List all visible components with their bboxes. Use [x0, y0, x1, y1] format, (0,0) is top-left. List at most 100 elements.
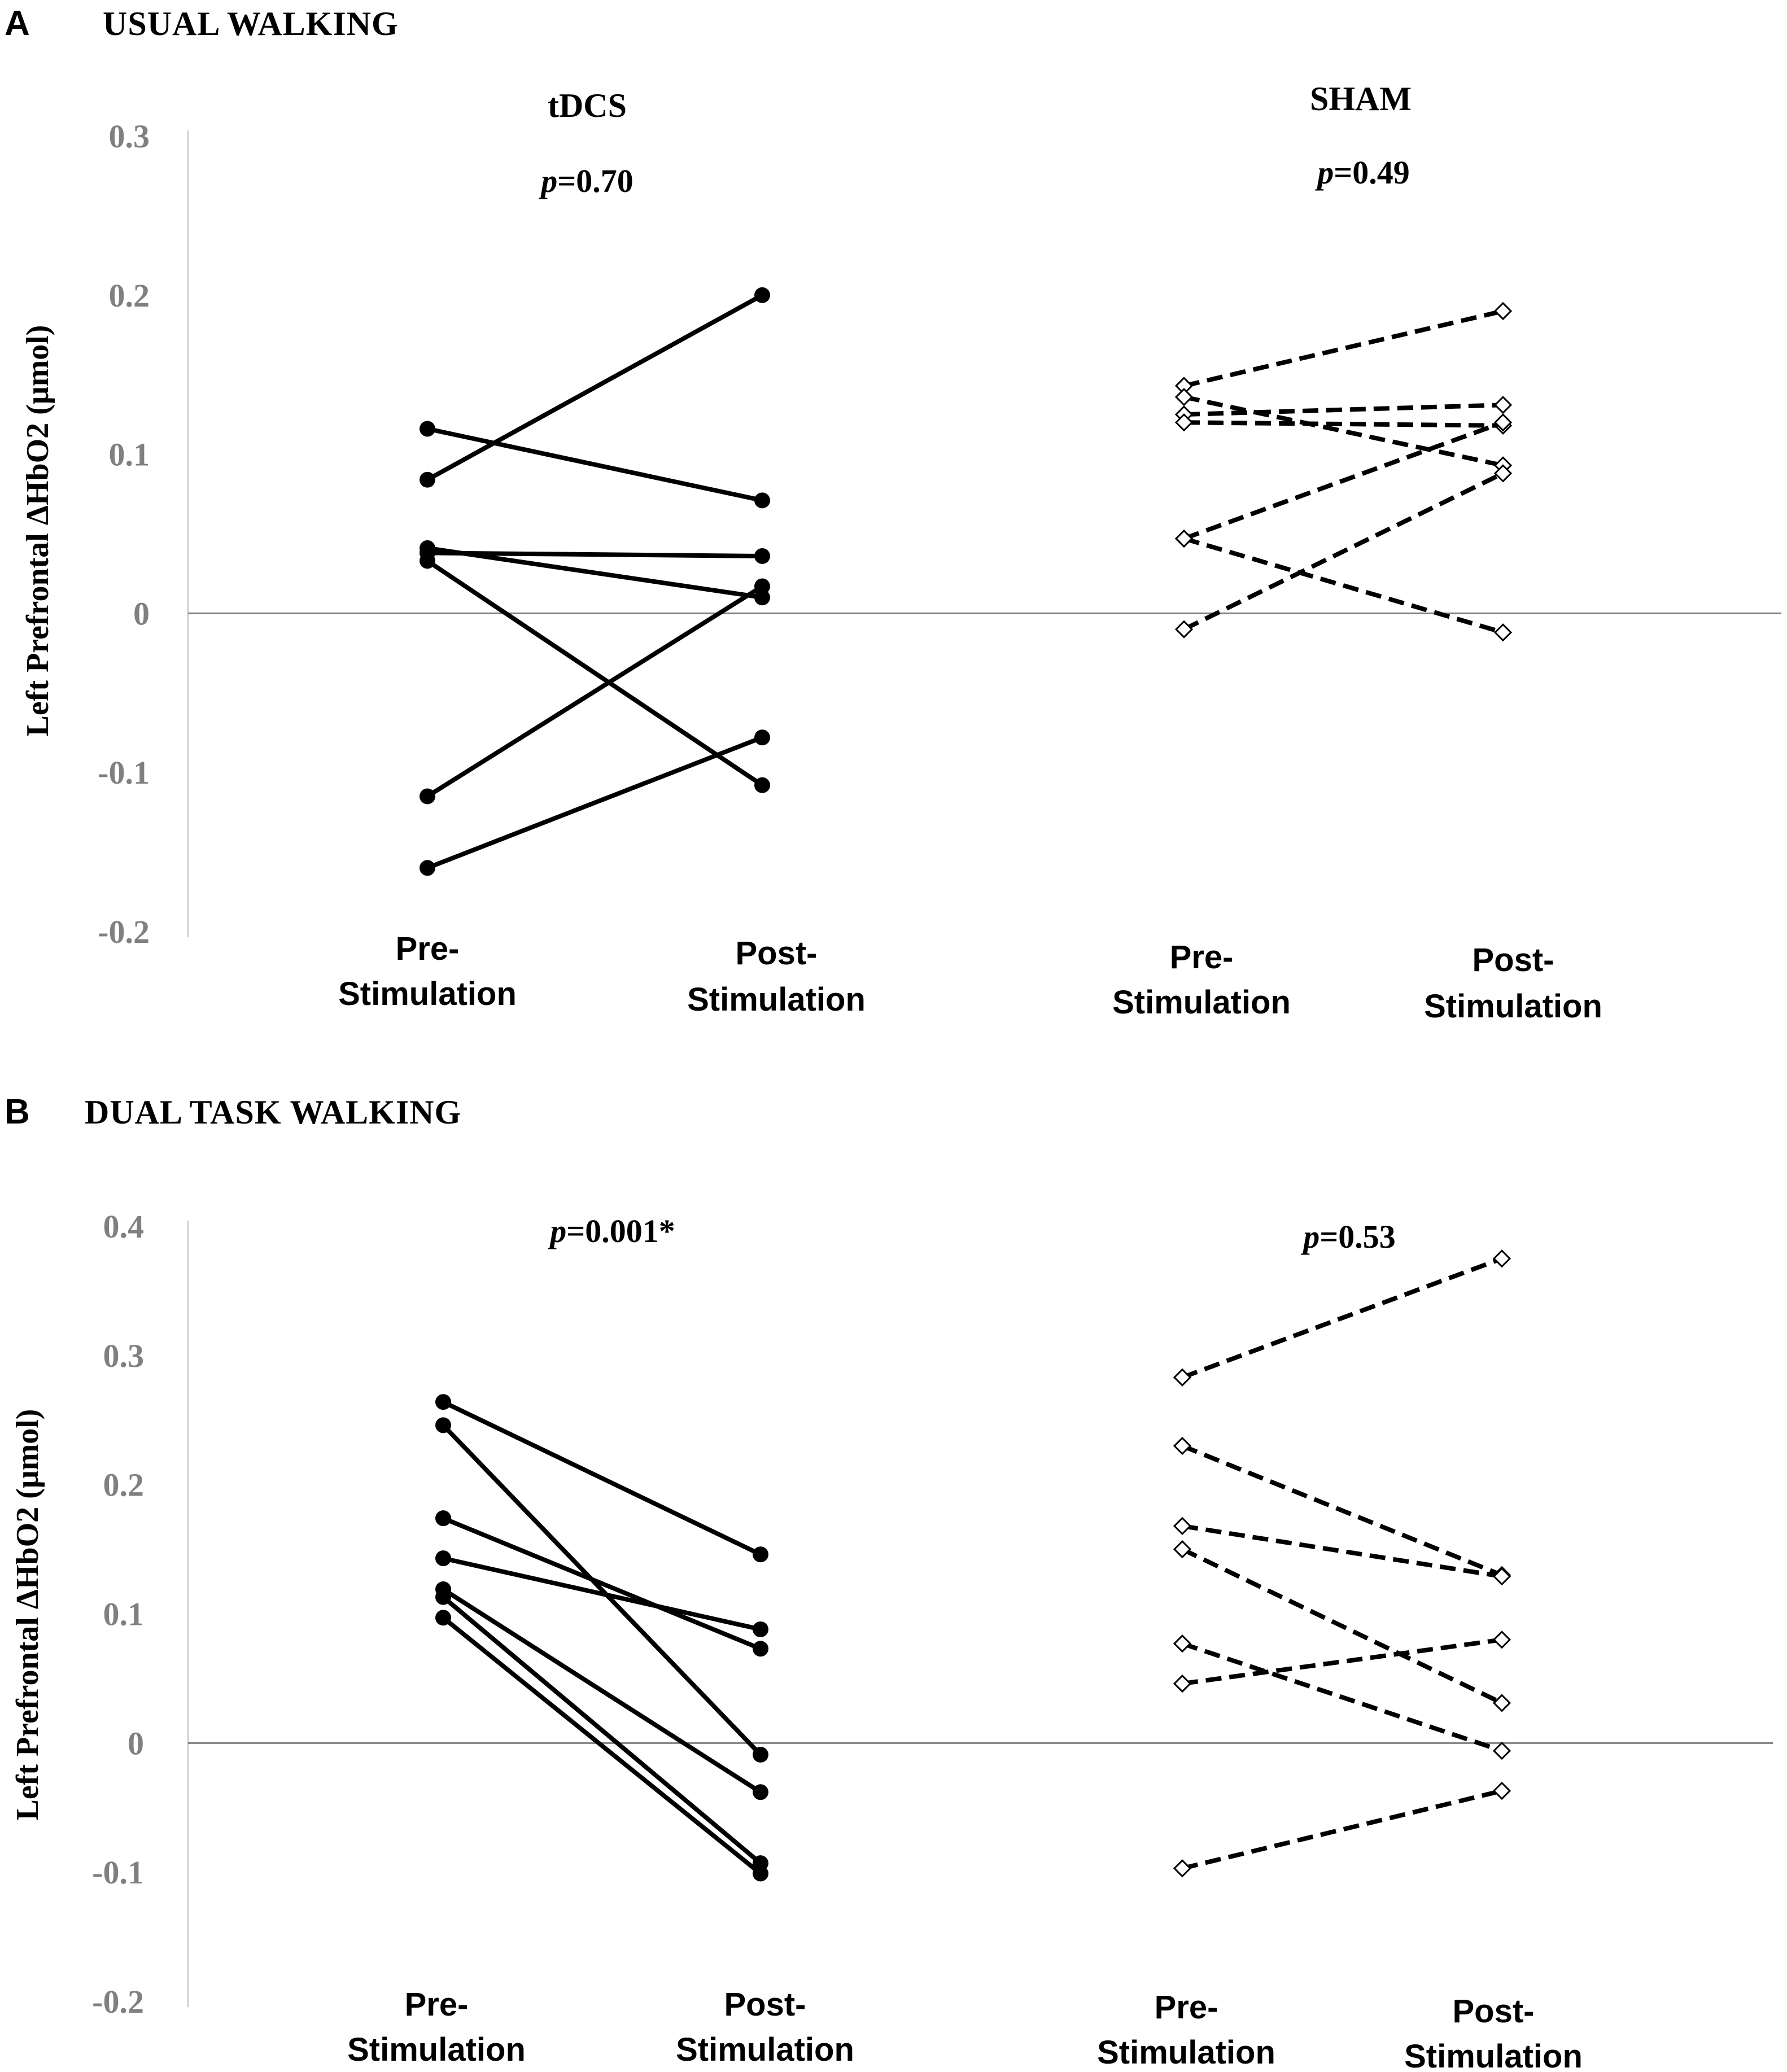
- series-line: [1183, 403, 1504, 417]
- data-point: [1492, 1567, 1511, 1586]
- series-line: [427, 550, 763, 558]
- data-point: [1173, 1540, 1192, 1559]
- x-category-line: Post-: [1453, 1993, 1535, 2030]
- p-value-number: =0.53: [1320, 1218, 1396, 1255]
- y-tick-label: 0.1: [103, 1596, 145, 1633]
- group-name: tDCS: [548, 87, 627, 124]
- y-tick-label: -0.2: [92, 1983, 144, 2020]
- data-point: [754, 548, 770, 564]
- x-category-line: Stimulation: [1097, 2034, 1275, 2071]
- y-tick-label: 0: [128, 1725, 144, 1761]
- series-line: [1181, 1641, 1503, 1753]
- data-point: [753, 1865, 768, 1882]
- data-point: [435, 1394, 451, 1410]
- data-point: [753, 1641, 768, 1657]
- x-category-line: Stimulation: [687, 981, 866, 1018]
- sham-group: p=0.53 Pre- Stimulation Post- Stimulation: [1097, 1218, 1583, 2072]
- data-point: [753, 1546, 768, 1563]
- p-value: p=0.001*: [547, 1213, 675, 1249]
- x-category-label: Post- Stimulation: [676, 1986, 854, 2068]
- data-point: [1492, 1694, 1511, 1712]
- series-line: [1181, 1256, 1503, 1380]
- x-category-label: Pre- Stimulation: [1097, 1989, 1275, 2071]
- y-tick-label: 0.3: [103, 1337, 145, 1374]
- group-name: SHAM: [1310, 80, 1412, 117]
- x-category-line: Post-: [736, 935, 818, 972]
- p-value-symbol: p: [1314, 154, 1334, 191]
- data-point: [754, 492, 770, 509]
- data-point: [1174, 388, 1194, 406]
- data-point: [1173, 1634, 1192, 1653]
- data-point: [753, 1746, 768, 1763]
- x-category-line: Post-: [1473, 942, 1554, 978]
- series-line: [442, 1595, 762, 1865]
- data-point: [753, 1621, 768, 1637]
- data-point: [420, 788, 435, 805]
- data-point: [1174, 620, 1194, 639]
- data-point: [1173, 1368, 1192, 1387]
- series-line: [443, 1556, 761, 1632]
- series-line: [426, 584, 764, 798]
- data-point: [1492, 1781, 1511, 1800]
- p-value-symbol: p: [547, 1213, 566, 1249]
- panel-title: USUAL WALKING: [103, 5, 399, 42]
- series-line: [426, 735, 763, 871]
- x-category-label: Post- Stimulation: [1404, 1993, 1583, 2072]
- x-category-line: Pre-: [1155, 1989, 1218, 2026]
- x-category-line: Pre-: [396, 930, 460, 967]
- data-point: [754, 729, 770, 746]
- data-point: [1493, 464, 1513, 483]
- series-line: [1183, 420, 1504, 428]
- x-category-label: Pre- Stimulation: [338, 930, 517, 1012]
- data-point: [1173, 1674, 1192, 1693]
- data-point: [420, 421, 435, 437]
- data-point: [1493, 413, 1513, 432]
- data-point: [1492, 1249, 1511, 1268]
- y-tick-label: 0.2: [103, 1467, 145, 1503]
- p-value: p=0.49: [1314, 154, 1410, 191]
- x-category-line: Stimulation: [1112, 984, 1291, 1021]
- data-point: [1493, 396, 1513, 414]
- p-value-number: =0.70: [557, 163, 633, 199]
- sham-group: SHAM p=0.49 Pre- Stimulation Post- Stimulatio…: [1112, 80, 1602, 1025]
- x-category-line: Post-: [724, 1986, 806, 2023]
- data-point: [420, 553, 435, 569]
- y-tick-label: 0.4: [103, 1208, 145, 1245]
- data-point: [1173, 1516, 1192, 1536]
- data-point: [1173, 1436, 1192, 1455]
- y-tick-label: 0.3: [109, 118, 150, 155]
- x-category-label: Post- Stimulation: [1424, 942, 1602, 1025]
- series-line: [442, 1423, 762, 1756]
- x-category-line: Stimulation: [347, 2031, 526, 2068]
- data-point: [754, 777, 770, 793]
- p-value-symbol: p: [538, 163, 557, 199]
- y-axis-label: Left Prefrontal ΔHbO2 (μmol): [20, 325, 55, 737]
- series-line: [1183, 420, 1504, 541]
- series-line: [426, 293, 763, 482]
- x-category-line: Stimulation: [676, 2031, 854, 2068]
- series-line: [1183, 536, 1504, 635]
- tdcs-group: tDCS p=0.70 Pre- Stimulation Post- Stimulatio…: [338, 87, 866, 1018]
- y-tick-label: 0: [133, 595, 150, 632]
- y-tick-label: 0.2: [109, 277, 150, 314]
- y-axis-label: Left Prefrontal ΔHbO2 (μmol): [10, 1409, 45, 1821]
- p-value: p=0.70: [538, 163, 633, 199]
- data-point: [420, 860, 435, 876]
- series-line: [1183, 309, 1504, 388]
- data-point: [754, 287, 770, 303]
- data-point: [435, 1589, 451, 1605]
- data-point: [435, 1550, 451, 1567]
- p-value-symbol: p: [1300, 1218, 1320, 1255]
- series-line: [1182, 1637, 1502, 1686]
- series-line: [1181, 1547, 1503, 1705]
- data-point: [1493, 623, 1513, 642]
- x-category-line: Stimulation: [1424, 988, 1602, 1025]
- series-line: [1183, 395, 1504, 468]
- series-line: [442, 1516, 762, 1651]
- data-point: [754, 589, 770, 606]
- x-category-label: Pre- Stimulation: [1112, 939, 1291, 1021]
- y-tick-label: -0.1: [98, 754, 150, 791]
- data-point: [1174, 529, 1194, 548]
- series-line: [1181, 1444, 1503, 1577]
